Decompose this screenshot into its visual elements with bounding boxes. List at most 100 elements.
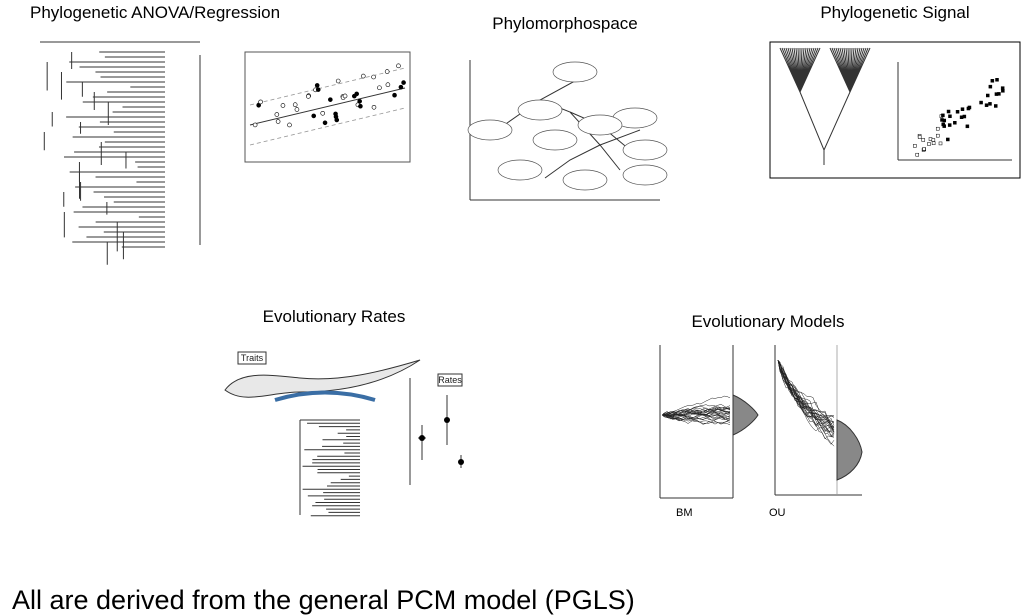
point	[938, 141, 943, 146]
point	[928, 137, 933, 141]
ou-path	[777, 359, 835, 431]
point	[384, 69, 390, 74]
point	[948, 114, 952, 119]
point	[275, 119, 281, 124]
point	[994, 104, 998, 108]
ou-path	[777, 359, 835, 445]
point	[377, 85, 382, 91]
point	[922, 147, 926, 151]
ou-path	[777, 359, 835, 436]
phylogeny	[299, 419, 360, 517]
point	[458, 459, 464, 465]
wing	[622, 164, 668, 186]
bm-path	[661, 411, 731, 419]
point	[946, 137, 950, 142]
point	[936, 133, 940, 138]
ou-path	[777, 359, 835, 431]
point	[357, 98, 362, 104]
plot-frame	[244, 51, 411, 163]
point	[988, 84, 993, 89]
ou-path	[777, 359, 835, 424]
point	[941, 113, 945, 118]
point	[252, 122, 258, 128]
point	[990, 79, 995, 83]
branches	[43, 51, 165, 265]
point	[274, 112, 280, 117]
figure-rates: Traits Rates	[224, 351, 464, 517]
error-bars	[418, 395, 462, 468]
point	[985, 93, 990, 98]
point	[358, 103, 363, 109]
bm-path	[661, 413, 731, 421]
model-label: BM	[676, 507, 693, 519]
point	[935, 126, 940, 131]
point	[401, 80, 406, 85]
point	[946, 109, 951, 114]
point	[292, 102, 298, 108]
point	[328, 97, 333, 102]
point	[335, 78, 341, 84]
wing	[577, 114, 623, 136]
regression-line	[249, 87, 406, 126]
wing	[552, 61, 598, 83]
wing	[517, 99, 563, 121]
figure-phylomorphospace	[467, 60, 668, 201]
footer: All are derived from the general PCM mod…	[12, 585, 635, 615]
point	[947, 123, 952, 127]
point	[941, 122, 945, 127]
wing	[497, 159, 543, 181]
point	[294, 107, 300, 112]
figure-anova	[40, 41, 411, 265]
point	[913, 144, 917, 148]
density	[732, 394, 759, 436]
wing	[622, 139, 668, 161]
label-box	[237, 351, 267, 365]
density	[836, 419, 863, 481]
point	[314, 83, 320, 88]
point	[1001, 89, 1005, 93]
point	[360, 73, 366, 79]
label: Rates	[438, 375, 462, 385]
label-box	[437, 373, 463, 387]
point	[940, 118, 944, 122]
arrow	[274, 390, 376, 402]
point	[256, 102, 261, 108]
trait-paths	[661, 359, 835, 447]
point	[979, 100, 983, 105]
panel-title: Evolutionary Models	[691, 312, 844, 331]
point	[398, 84, 404, 90]
point	[997, 92, 1001, 96]
point	[322, 120, 328, 126]
point	[342, 93, 348, 99]
point	[931, 138, 936, 142]
point	[287, 122, 292, 128]
point	[927, 142, 931, 146]
point	[984, 103, 989, 107]
point	[392, 92, 397, 98]
scatter-points	[913, 78, 1005, 157]
panel-title: Phylomorphospace	[492, 14, 638, 33]
wing	[532, 129, 578, 151]
figure-signal	[769, 41, 1021, 179]
branches	[299, 419, 360, 517]
point	[921, 138, 926, 142]
panel-title: Evolutionary Rates	[263, 307, 406, 326]
point	[967, 105, 972, 110]
point	[965, 124, 970, 129]
point	[988, 102, 992, 106]
point	[306, 94, 311, 99]
confidence-line	[249, 67, 406, 106]
panel-title: Phylogenetic ANOVA/Regression	[30, 3, 280, 22]
wing-icons	[467, 61, 668, 191]
panel-title: Phylogenetic Signal	[820, 3, 969, 22]
bm-path	[661, 414, 731, 425]
point	[915, 152, 920, 157]
branches	[779, 47, 871, 165]
confidence-line	[249, 107, 406, 146]
point	[960, 107, 965, 111]
bm-path	[661, 410, 731, 417]
point	[917, 135, 922, 139]
label: Traits	[241, 353, 264, 363]
